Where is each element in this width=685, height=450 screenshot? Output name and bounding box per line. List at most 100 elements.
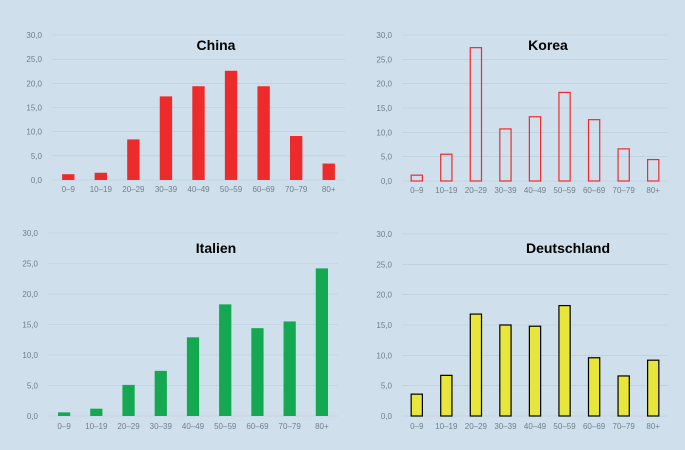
bar [617,148,630,182]
chart-title: Italien [196,240,236,256]
y-tick-label: 0,0 [27,412,39,421]
bar [469,47,483,182]
x-tick-label: 20–29 [117,422,140,431]
y-tick-label: 15,0 [22,321,38,330]
y-tick-label: 25,0 [376,260,392,269]
x-tick-label: 10–19 [85,422,108,431]
y-tick-label: 0,0 [31,176,43,185]
chart-panel: 0,0 5,0 10,0 15,0 20,0 25,0 30,0 0–9 10–19 20–29 3… [22,229,338,431]
y-tick-label: 15,0 [376,321,392,330]
x-tick-label: 50–59 [220,185,243,194]
x-tick-label: 20–29 [122,185,145,194]
bar [62,174,75,180]
x-tick-label: 40–49 [187,185,210,194]
x-tick-label: 70–79 [613,186,636,195]
y-tick-label: 5,0 [381,382,393,391]
x-tick-label: 0–9 [410,422,424,431]
bar [558,91,571,182]
x-tick-label: 0–9 [410,186,424,195]
bar [283,321,296,416]
bar [410,393,423,417]
x-tick-label: 10–19 [435,422,458,431]
y-tick-label: 15,0 [26,104,42,113]
y-tick-label: 25,0 [22,260,38,269]
bar [322,163,335,180]
chart-panel: 0,0 5,0 10,0 15,0 20,0 25,0 30,0 0–9 10–19 20–29 3… [376,230,668,431]
bar [159,96,173,180]
y-tick-label: 20,0 [376,80,392,89]
x-tick-label: 70–79 [285,185,308,194]
bar [251,328,264,416]
bar [499,324,512,417]
y-tick-label: 10,0 [376,351,392,360]
y-tick-label: 5,0 [27,382,39,391]
x-tick-label: 60–69 [246,422,269,431]
bar [469,313,483,417]
bar [499,128,512,182]
chart-title: Deutschland [526,240,610,256]
bar [315,268,329,416]
chart-title: Korea [528,37,568,53]
y-tick-label: 25,0 [26,55,42,64]
x-tick-label: 60–69 [583,422,606,431]
bar [192,86,205,180]
chart-title: China [197,37,236,53]
x-tick-label: 10–19 [435,186,458,195]
x-tick-label: 30–39 [155,185,178,194]
y-tick-label: 20,0 [26,79,42,88]
x-tick-label: 30–39 [494,422,517,431]
y-tick-label: 5,0 [381,153,393,162]
y-tick-label: 0,0 [381,412,393,421]
bar [528,116,542,182]
x-tick-label: 80+ [646,186,660,195]
y-tick-label: 20,0 [22,290,38,299]
x-tick-label: 40–49 [524,422,547,431]
bar [219,304,232,416]
y-tick-label: 10,0 [26,128,42,137]
y-tick-label: 30,0 [22,229,38,238]
x-tick-label: 60–69 [252,185,275,194]
bar [90,408,103,416]
x-tick-label: 40–49 [182,422,205,431]
bar [186,337,200,416]
x-tick-label: 70–79 [279,422,302,431]
x-tick-label: 30–39 [150,422,173,431]
x-tick-label: 20–29 [465,422,488,431]
bar [122,384,135,416]
y-tick-label: 10,0 [22,351,38,360]
x-tick-label: 20–29 [465,186,488,195]
x-tick-label: 80+ [315,422,329,431]
y-tick-label: 5,0 [31,152,43,161]
bar [617,375,630,417]
x-tick-label: 50–59 [214,422,237,431]
y-tick-label: 20,0 [376,291,392,300]
bar [647,359,660,417]
bar [57,412,71,416]
bar [647,158,660,182]
x-tick-label: 70–79 [613,422,636,431]
bar [289,136,303,180]
y-tick-label: 30,0 [376,31,392,40]
x-tick-label: 10–19 [90,185,113,194]
x-tick-label: 30–39 [494,186,517,195]
bar [528,325,542,417]
bar [257,86,270,180]
y-tick-label: 10,0 [376,128,392,137]
x-tick-label: 0–9 [57,422,71,431]
bar [127,139,140,180]
bar [440,153,453,182]
bar [558,304,571,417]
x-tick-label: 50–59 [553,422,576,431]
bar [440,374,453,417]
x-tick-label: 60–69 [583,186,606,195]
x-tick-label: 80+ [646,422,660,431]
y-tick-label: 30,0 [376,230,392,239]
chart-panel: 0,0 5,0 10,0 15,0 20,0 25,0 30,0 0–9 10–19 20–29 3… [376,31,668,195]
y-tick-label: 15,0 [376,104,392,113]
x-tick-label: 40–49 [524,186,547,195]
x-tick-label: 80+ [322,185,336,194]
bar [410,174,423,182]
chart-panel: 0,0 5,0 10,0 15,0 20,0 25,0 30,0 0–9 10–19 20–29 3… [26,31,345,194]
y-tick-label: 30,0 [26,31,42,40]
